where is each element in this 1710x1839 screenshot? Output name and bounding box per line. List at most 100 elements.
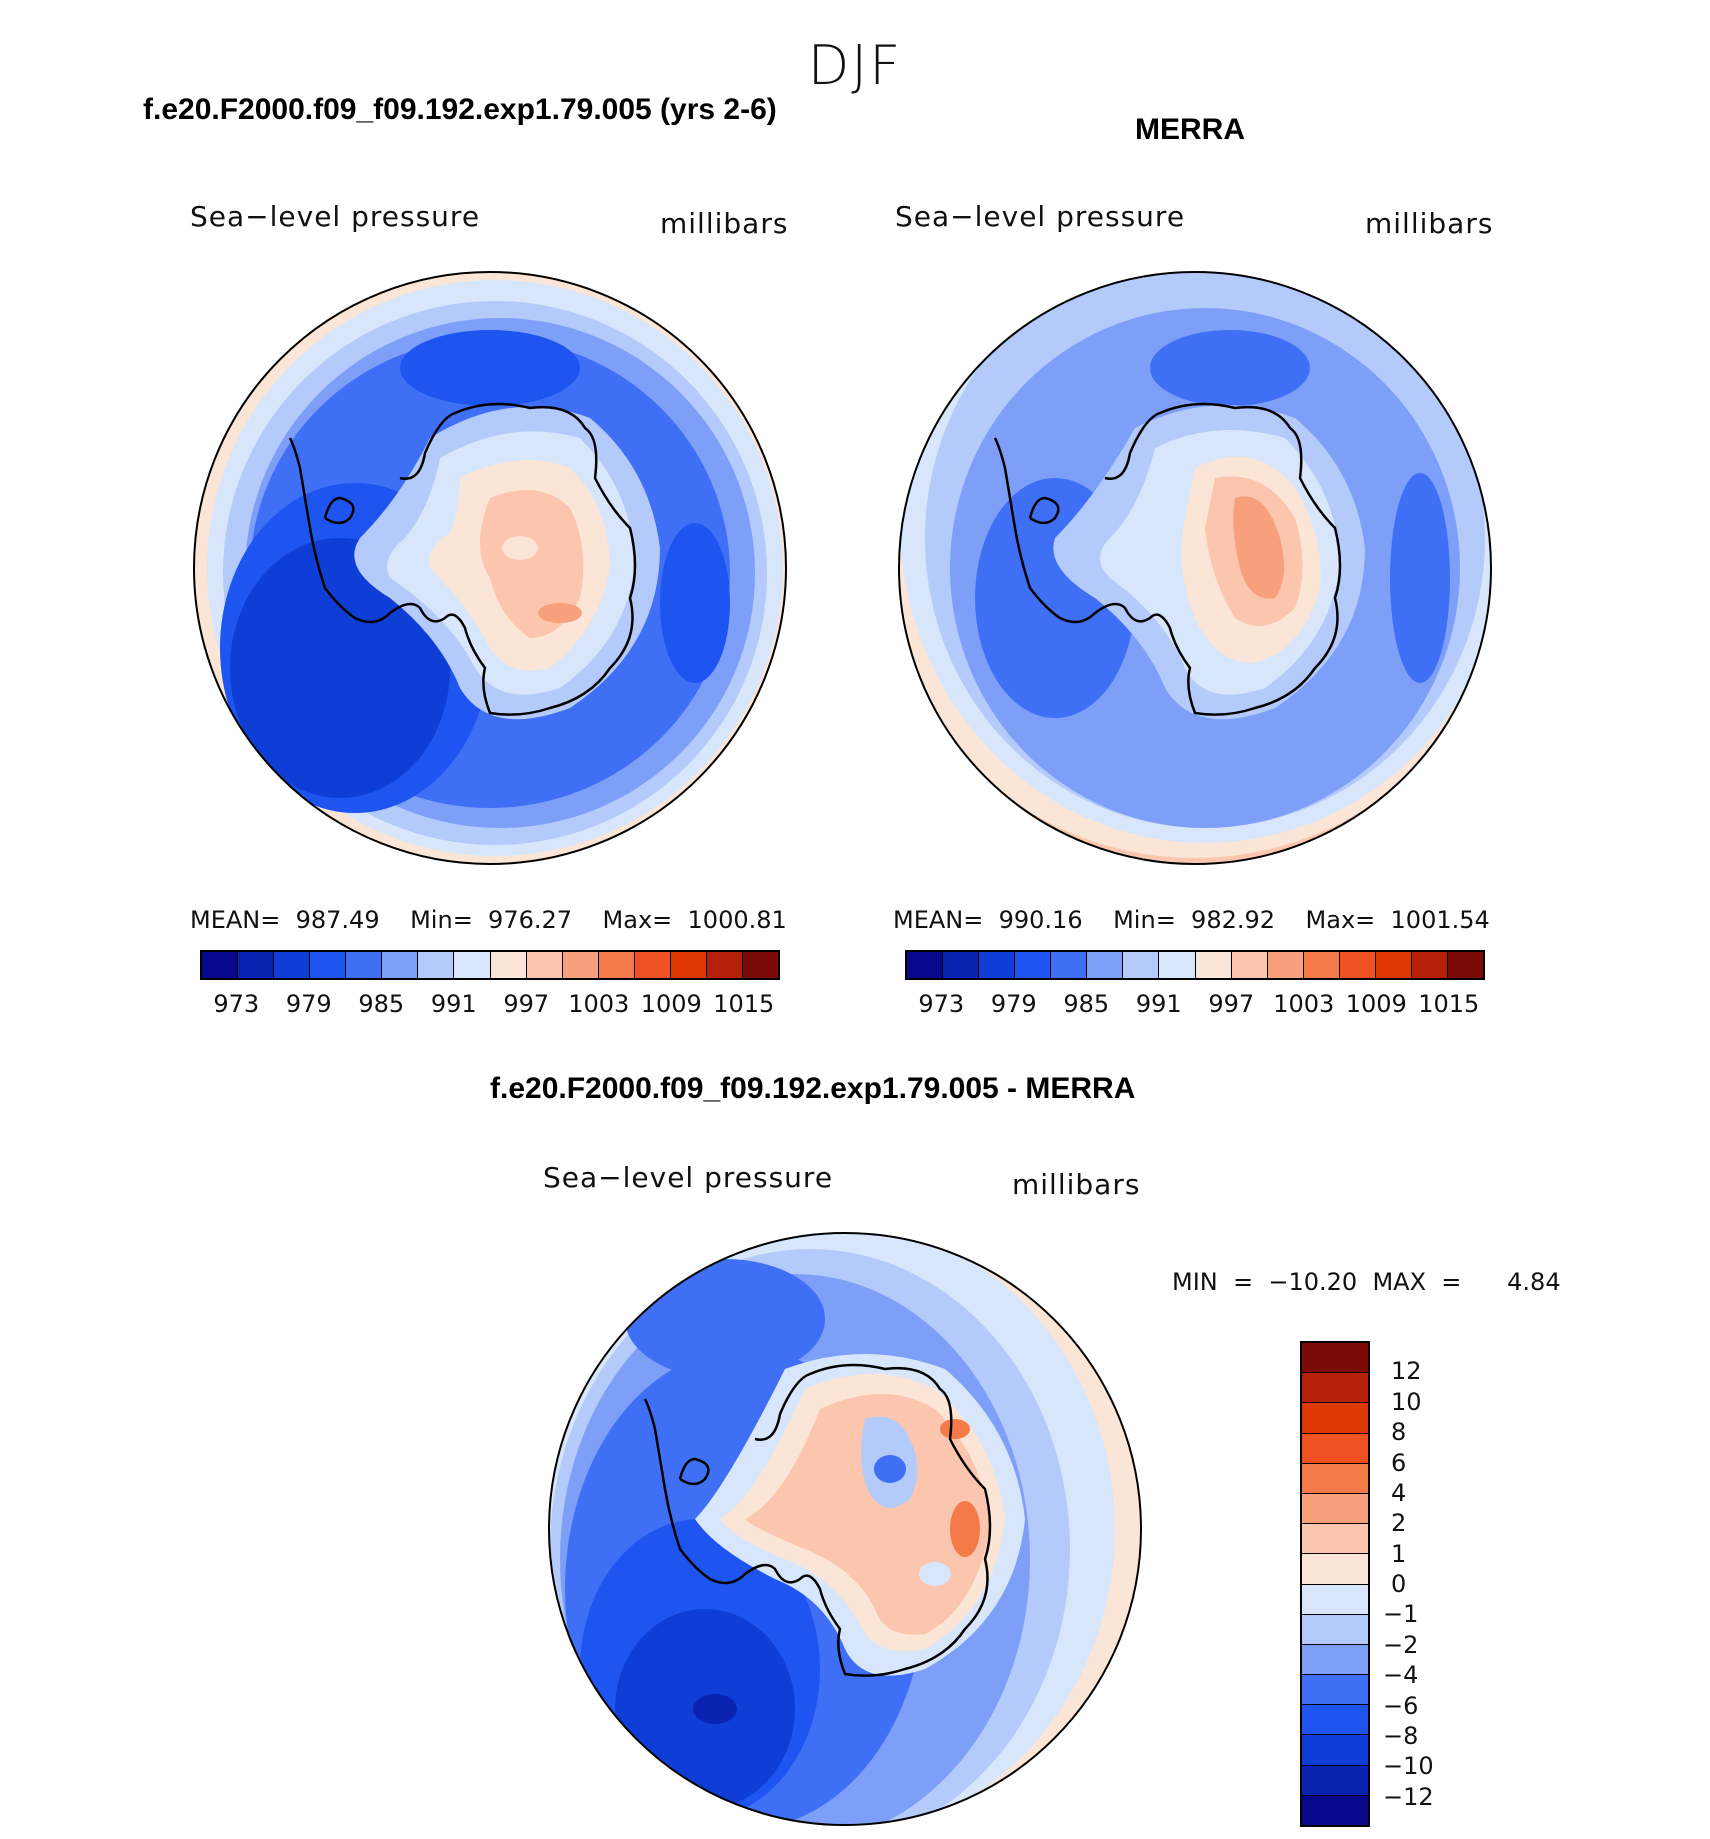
diff-colorbar-label: 12 [1391,1357,1422,1386]
diff-colorbar-label: −6 [1383,1691,1419,1720]
panel-2-colorbar-label: 1015 [1418,990,1480,1018]
panel-1-colorbar-label: 985 [358,990,405,1018]
diff-colorbar-label: −8 [1383,1721,1419,1750]
panel-1-colorbar-swatch [634,952,671,978]
diff-colorbar-swatch [1302,1493,1368,1525]
panel-1-colorbar-label: 973 [213,990,260,1018]
panel-1-colorbar-swatch [346,952,383,978]
panel-2-units: millibars [1365,207,1494,240]
panel-1-map [193,271,787,865]
diff-colorbar-label: −12 [1383,1782,1434,1811]
panel-1-colorbar-swatch [274,952,311,978]
panel-1-colorbar-swatch [382,952,419,978]
diff-colorbar [1300,1341,1370,1827]
panel-1-colorbar [200,950,780,980]
diff-colorbar-label: 6 [1391,1448,1407,1477]
diff-colorbar-label: 10 [1391,1387,1422,1416]
panel-1-colorbar-swatch [238,952,275,978]
panel-1-colorbar-swatch [742,952,778,978]
panel-1-colorbar-labels: 973 979 985 991 997 1003 1009 1015 [200,990,780,1020]
panel-2-colorbar-swatch [1123,952,1160,978]
panel-1-colorbar-swatch [562,952,599,978]
diff-title: f.e20.F2000.f09_f09.192.exp1.79.005 - ME… [490,1072,1136,1105]
diff-colorbar-label: 2 [1391,1509,1407,1538]
panel-1-colorbar-swatch [310,952,347,978]
panel-2-colorbar-labels: 973 979 985 991 997 1003 1009 1015 [905,990,1485,1020]
diff-colorbar-swatch [1302,1554,1368,1585]
diff-stats: MIN = −10.20 MAX = 4.84 [1172,1268,1561,1296]
diff-colorbar-swatch [1302,1463,1368,1494]
panel-2-stats: MEAN= 990.16 Min= 982.92 Max= 1001.54 [893,906,1490,934]
diff-colorbar-swatch [1302,1675,1368,1706]
panel-2-colorbar-swatch [1411,952,1448,978]
panel-2-colorbar-swatch [1303,952,1340,978]
panel-1-colorbar-label: 1015 [713,990,775,1018]
panel-2-colorbar-swatch [1231,952,1268,978]
diff-colorbar-swatch [1302,1524,1368,1555]
diff-colorbar-swatch [1302,1433,1368,1464]
panel-2-colorbar-swatch [1159,952,1196,978]
panel-1-colorbar-swatch [202,952,239,978]
diff-colorbar-label: −1 [1383,1600,1419,1629]
diff-colorbar-label: −4 [1383,1661,1419,1690]
panel-2-map [898,271,1492,865]
diff-colorbar-swatch [1302,1614,1368,1645]
panel-1-stats: MEAN= 987.49 Min= 976.27 Max= 1000.81 [190,906,787,934]
diff-colorbar-label: 0 [1391,1570,1407,1598]
panel-1-units: millibars [660,207,789,240]
panel-2-colorbar-label: 991 [1135,990,1182,1018]
panel-1-colorbar-label: 1009 [640,990,702,1018]
panel-1-colorbar-label: 991 [430,990,477,1018]
season-title: DJF [807,34,903,97]
panel-1-colorbar-swatch [454,952,491,978]
panel-2-colorbar-label: 997 [1208,990,1255,1018]
panel-1-colorbar-swatch [706,952,743,978]
panel-1-variable: Sea−level pressure [190,200,481,233]
panel-2-colorbar-label: 973 [918,990,965,1018]
diff-colorbar-swatch [1302,1584,1368,1615]
diff-units: millibars [1012,1168,1141,1201]
panel-1-colorbar-swatch [670,952,707,978]
diff-colorbar-label: 4 [1391,1478,1407,1507]
panel-2-colorbar [905,950,1485,980]
panel-1-colorbar-swatch [598,952,635,978]
diff-colorbar-swatch [1302,1644,1368,1676]
diff-colorbar-label: −2 [1383,1630,1419,1659]
panel-2-variable: Sea−level pressure [895,200,1186,233]
panel-1-title: f.e20.F2000.f09_f09.192.exp1.79.005 (yrs… [143,93,777,126]
panel-1-colorbar-swatch [418,952,455,978]
diff-colorbar-swatch [1302,1765,1368,1796]
panel-1-colorbar-label: 979 [285,990,332,1018]
diff-colorbar-label: −10 [1383,1752,1434,1781]
diff-colorbar-swatch [1302,1705,1368,1736]
diff-colorbar-label: 8 [1391,1418,1407,1447]
panel-1-colorbar-label: 1003 [568,990,630,1018]
panel-1-colorbar-label: 997 [503,990,550,1018]
panel-2-colorbar-swatch [1015,952,1052,978]
panel-2-colorbar-label: 1003 [1273,990,1335,1018]
diff-colorbar-labels: 12 10 8 6 4 2 1 0 −1 −2 −4 −6 −8 −10 −12 [1383,1341,1463,1827]
diff-colorbar-swatch [1302,1735,1368,1766]
panel-2-colorbar-swatch [979,952,1016,978]
panel-2-colorbar-label: 985 [1063,990,1110,1018]
diff-colorbar-label: 1 [1391,1539,1407,1568]
diff-colorbar-swatch [1302,1373,1368,1404]
panel-2-colorbar-label: 979 [990,990,1037,1018]
diff-variable: Sea−level pressure [543,1161,834,1194]
panel-1-colorbar-swatch [526,952,563,978]
panel-2-title: MERRA [1135,113,1245,146]
panel-2-colorbar-label: 1009 [1345,990,1407,1018]
diff-colorbar-swatch [1302,1795,1368,1825]
panel-2-colorbar-swatch [1375,952,1412,978]
panel-2-colorbar-swatch [1087,952,1124,978]
panel-2-colorbar-swatch [1267,952,1304,978]
panel-2-colorbar-swatch [1195,952,1232,978]
panel-2-colorbar-swatch [1447,952,1483,978]
panel-2-colorbar-swatch [1339,952,1376,978]
panel-2-colorbar-swatch [1051,952,1088,978]
diff-map [548,1232,1142,1826]
diff-colorbar-swatch [1302,1343,1368,1374]
panel-2-colorbar-swatch [907,952,944,978]
panel-2-colorbar-swatch [943,952,980,978]
